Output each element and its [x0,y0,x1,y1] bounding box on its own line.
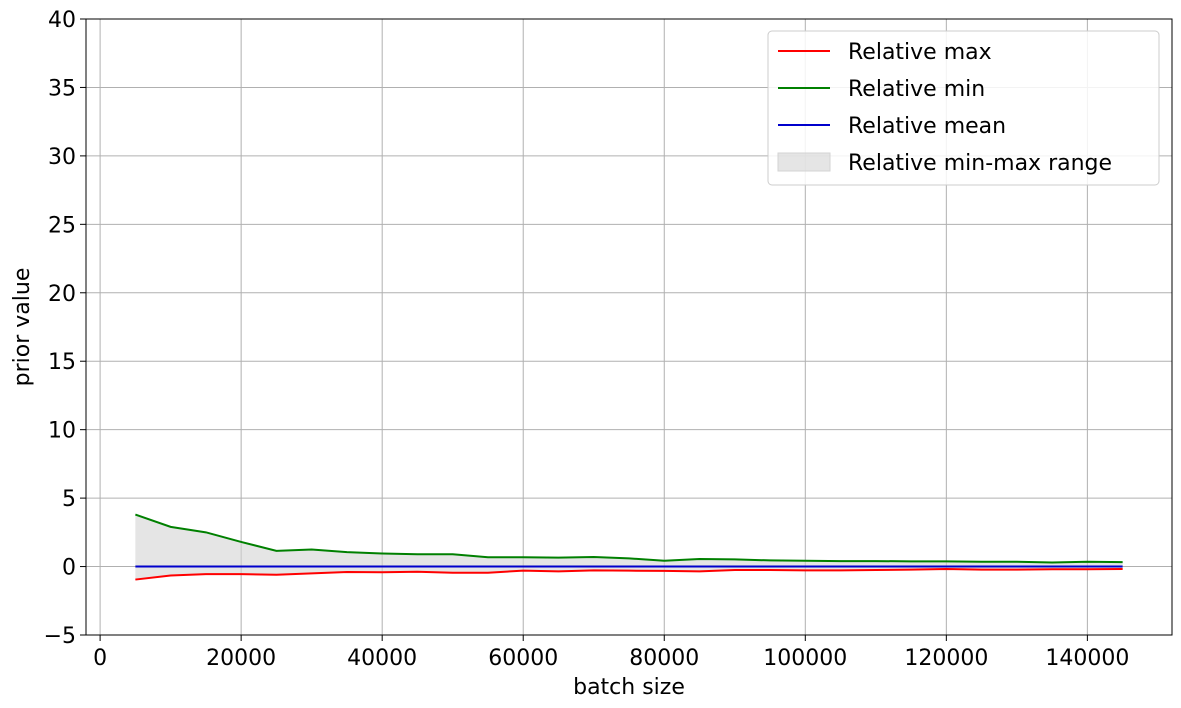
legend-box [767,30,1160,186]
legend-label: Relative mean [848,114,1006,139]
x-tick-label: 140000 [1045,646,1129,671]
x-axis-label: batch size [573,675,685,700]
x-axis-ticks: 0 20000 40000 60000 80000 100000 120000 140000 [93,635,1129,671]
x-tick-label: 120000 [904,646,988,671]
series-line-relative-max [135,568,1123,581]
y-tick-label: 40 [48,8,76,33]
legend-label: Relative min-max range [848,151,1112,176]
series-line-relative-min [135,513,1123,564]
y-tick-label: 25 [48,213,76,238]
x-tick-label: 20000 [206,646,276,671]
y-tick-label: 0 [62,556,76,581]
legend: Relative max Relative min Relative mean Rel… [767,30,1160,186]
x-tick-label: 0 [93,646,107,671]
y-axis-ticks: −5 0 5 10 15 20 25 30 35 40 [44,8,86,649]
legend-label: Relative min [848,77,985,102]
legend-label: Relative max [848,40,992,65]
y-tick-label: 15 [48,350,76,375]
y-axis-label: prior value [10,268,35,387]
y-tick-label: −5 [44,624,76,649]
x-tick-label: 80000 [629,646,699,671]
x-tick-label: 60000 [488,646,558,671]
x-tick-label: 40000 [347,646,417,671]
series-lines [135,513,1123,581]
y-tick-label: 20 [48,282,76,307]
y-tick-label: 5 [62,487,76,512]
plot-frame [85,18,1173,636]
y-tick-label: 10 [48,419,76,444]
legend-swatch [777,152,831,172]
fill-area [135,514,1123,580]
y-tick-label: 30 [48,145,76,170]
min-max-range-area [135,514,1123,580]
y-tick-label: 35 [48,76,76,101]
x-tick-label: 100000 [763,646,847,671]
